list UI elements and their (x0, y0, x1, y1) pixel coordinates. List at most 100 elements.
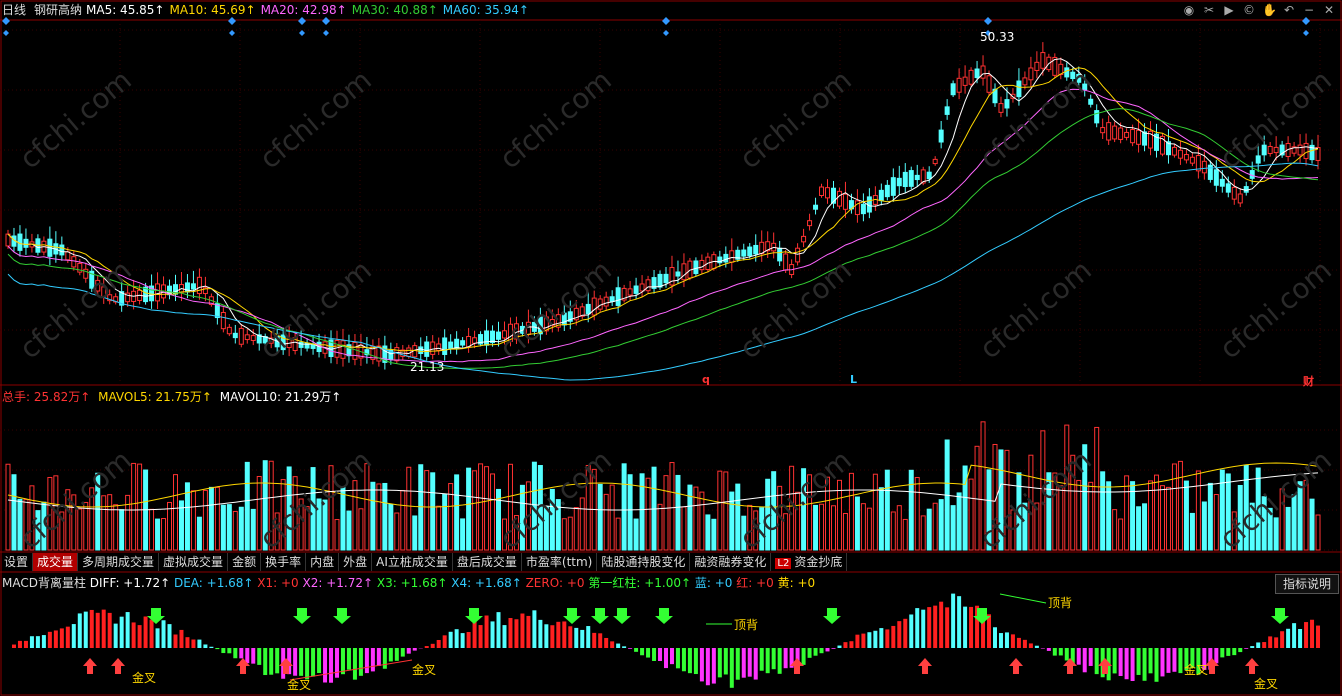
macd-bar (430, 643, 435, 648)
macd-bar (95, 612, 100, 648)
candle-body (657, 273, 663, 288)
undo-icon[interactable]: ↶ (1283, 3, 1295, 17)
volume-bar (1010, 509, 1016, 551)
volume-bar (430, 472, 436, 551)
volume-bar (460, 518, 466, 551)
volume-bar (496, 488, 502, 551)
volume-bar (394, 512, 400, 551)
candle-body (735, 249, 741, 260)
tab-3[interactable]: 虚拟成交量 (159, 553, 229, 571)
volume-bar (723, 471, 729, 551)
volume-bar (513, 515, 519, 551)
tab-11[interactable]: 陆股通持股变化 (597, 553, 691, 571)
period-label[interactable]: 日线 (2, 3, 27, 17)
volume-bar (1177, 460, 1183, 551)
up-arrow-icon (279, 658, 293, 674)
down-arrow-icon (1271, 608, 1289, 624)
l2-badge: L2 (775, 558, 792, 569)
volume-bar (830, 505, 836, 551)
volume-bar (1273, 517, 1279, 551)
tab-8[interactable]: AI立桩成交量 (372, 553, 453, 571)
tab-0[interactable]: 设置 (0, 553, 34, 571)
volume-bar (974, 445, 980, 551)
indicator-explain-button[interactable]: 指标说明 (1275, 574, 1339, 594)
volume-bar (1064, 424, 1070, 551)
scissors-icon[interactable]: ✂ (1203, 3, 1215, 17)
eye-icon[interactable]: ◉ (1183, 3, 1195, 17)
event-diamond (985, 30, 991, 36)
minus-icon[interactable]: − (1303, 3, 1315, 17)
candle-body (1291, 146, 1297, 154)
candle-body (567, 311, 573, 322)
copyright-icon[interactable]: © (1243, 3, 1255, 17)
hand-icon[interactable]: ✋ (1262, 3, 1277, 17)
candle-body (621, 287, 627, 301)
macd-bar (245, 648, 250, 664)
macd-bar (705, 648, 710, 686)
volume-bar (872, 473, 878, 551)
tab-1[interactable]: 成交量 (33, 553, 79, 571)
volume-bar (376, 483, 382, 551)
candle-body (765, 241, 771, 252)
tab-6[interactable]: 内盘 (306, 553, 340, 571)
tab-5[interactable]: 换手率 (261, 553, 307, 571)
watermark-text: cfchi.com (733, 63, 858, 175)
macd-bar (1142, 648, 1147, 681)
volume-bar (1285, 506, 1291, 551)
volume-bar (53, 475, 59, 551)
tab-9[interactable]: 盘后成交量 (453, 553, 522, 571)
volume-bar (1004, 449, 1010, 551)
candle-body (962, 76, 968, 86)
macd-bar (323, 648, 328, 683)
tab-4[interactable]: 金额 (228, 553, 262, 571)
candle-body (669, 267, 675, 286)
tab-10[interactable]: 市盈率(ttm) (522, 553, 598, 571)
macd-bar (664, 648, 668, 669)
volume-bar (765, 478, 771, 551)
volume-bar (262, 460, 268, 551)
tab-7[interactable]: 外盘 (339, 553, 373, 571)
watermark-text: cfchi.com (973, 253, 1098, 365)
down-arrow-icon (823, 608, 841, 624)
volume-bar (232, 510, 238, 551)
macd-bar (1262, 642, 1267, 648)
macd-bar (179, 629, 184, 648)
macd-bar (77, 613, 82, 648)
macd-bar (789, 648, 794, 668)
volume-bar (155, 518, 161, 551)
macd-bar (640, 648, 645, 656)
macd-bar (1184, 648, 1189, 671)
volume-bar (1100, 471, 1106, 551)
volume-bar (388, 504, 394, 551)
ma-legend-item: MA30: 40.88↑ (351, 3, 438, 17)
volume-bar (914, 477, 920, 551)
volume-bar (519, 484, 525, 551)
candle-body (1034, 61, 1040, 71)
volume-bar (992, 443, 998, 551)
ma-legend-item: MA20: 42.98↑ (260, 3, 347, 17)
play-icon[interactable]: ▶ (1224, 3, 1234, 17)
macd-bar (693, 648, 698, 675)
macd-bar (945, 607, 950, 648)
volume-bar (956, 492, 962, 551)
macd-bar (1094, 648, 1099, 675)
candle-body (190, 283, 196, 290)
macd-bar (909, 614, 914, 648)
event-marker-finance[interactable]: 财 (1303, 375, 1314, 388)
macd-bar (388, 648, 393, 662)
tab-12[interactable]: 融资融券变化 (690, 553, 772, 571)
macd-bar (400, 648, 405, 657)
candle-body (1183, 154, 1189, 161)
macd-bar (885, 629, 890, 648)
close-icon[interactable]: ✕ (1323, 3, 1335, 17)
event-marker-q[interactable]: q (702, 373, 710, 386)
candle-body (77, 262, 83, 273)
event-marker-l[interactable]: L (850, 373, 858, 386)
tab-13[interactable]: L2 资金抄底 (771, 553, 848, 571)
macd-bar (735, 648, 740, 680)
macd-bar (634, 648, 639, 652)
volume-bar (890, 511, 896, 551)
tab-2[interactable]: 多周期成交量 (78, 553, 160, 571)
candle-body (202, 287, 208, 295)
